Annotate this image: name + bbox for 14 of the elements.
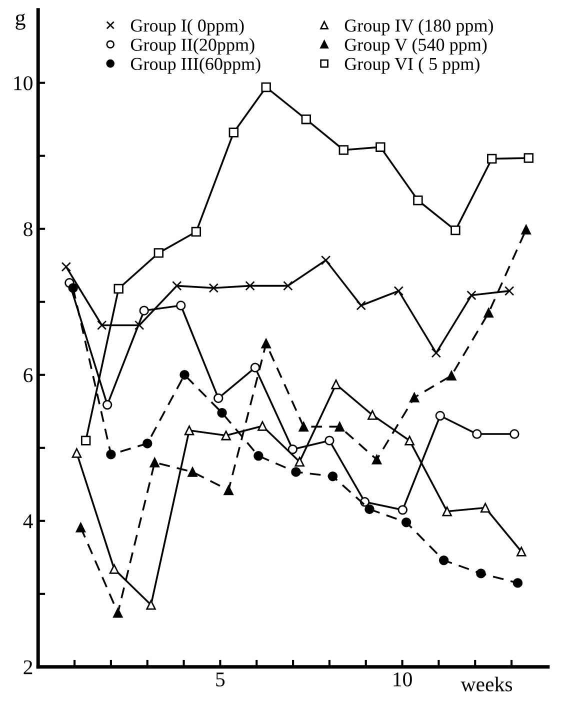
y-tick-label: 4 xyxy=(23,514,33,528)
y-tick-label: 2 xyxy=(24,660,32,674)
y-axis-title: g xyxy=(16,14,26,30)
y-tick-label: 8 xyxy=(24,222,32,236)
x-axis-title: weeks xyxy=(460,676,512,692)
legend-label: Group I( 0ppm) xyxy=(130,18,244,36)
y-tick-label: 10 xyxy=(14,76,32,90)
legend-label: Group VI ( 5 ppm) xyxy=(344,57,480,74)
legend-label: Group II(20ppm) xyxy=(130,38,254,55)
legend-label: Group V (540 ppm) xyxy=(344,38,487,55)
y-tick-label: 6 xyxy=(24,368,33,382)
x-tick-label: 5 xyxy=(216,672,225,686)
legend-label: Group IV (180 ppm) xyxy=(344,18,493,36)
legend-label: Group III(60ppm) xyxy=(130,57,260,74)
